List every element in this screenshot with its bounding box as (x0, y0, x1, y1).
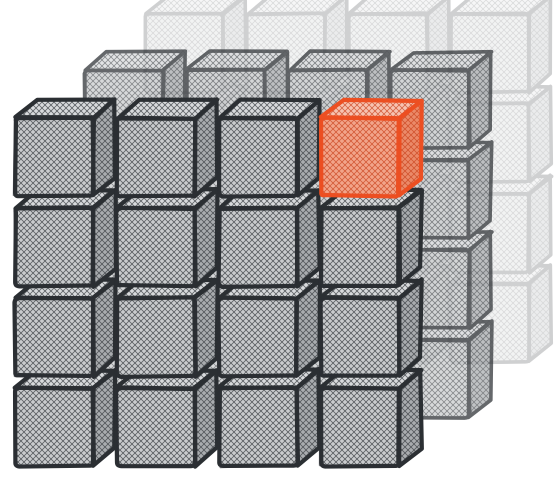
highlighted-cube (318, 97, 424, 199)
cube (318, 367, 424, 469)
cube (114, 97, 220, 199)
cube (114, 367, 220, 469)
cube-layers (12, 0, 554, 469)
cube (12, 367, 119, 469)
cube (114, 276, 220, 379)
cube (13, 187, 118, 289)
cube (216, 187, 322, 289)
cube-layer-depth-0 (12, 97, 424, 469)
cube (217, 97, 322, 199)
cube (317, 187, 424, 289)
cube (12, 277, 118, 379)
cube (114, 187, 220, 289)
cube (318, 277, 424, 378)
cube (216, 278, 322, 379)
cube (12, 97, 117, 199)
cube (216, 366, 322, 469)
